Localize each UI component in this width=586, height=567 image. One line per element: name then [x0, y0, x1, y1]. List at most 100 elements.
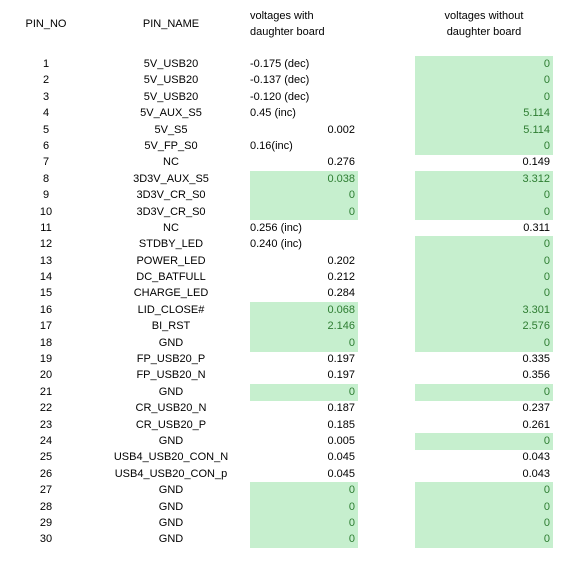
pin-name-cell: CR_USB20_P: [135, 418, 207, 431]
voltage-with-value: 0.45 (inc): [250, 107, 296, 120]
voltage-with-value: 0: [348, 533, 355, 546]
voltage-with-value: 0.197: [327, 369, 355, 382]
header-voltages-without: voltages without daughter board: [415, 8, 553, 40]
table-row: 19 FP_USB20_P 0.197 0.335: [0, 351, 586, 367]
voltage-without-value: 5.114: [523, 123, 550, 136]
voltage-with-cell: 0: [250, 498, 358, 516]
voltage-with-cell: 0.038: [250, 170, 358, 188]
voltage-with-cell: 0: [250, 203, 358, 221]
table-row: 9 3D3V_CR_S0 0 0: [0, 187, 586, 205]
pin-no-cell: 2: [42, 74, 50, 87]
table-row: 30 GND 0 0: [0, 531, 586, 549]
table-row: 26 USB4_USB20_CON_p 0.045 0.043: [0, 466, 586, 482]
voltage-without-value: 0: [543, 516, 550, 529]
voltage-with-cell: 0.002: [250, 122, 358, 138]
pin-no-cell: 22: [39, 402, 53, 415]
voltage-with-value: 0: [348, 336, 355, 349]
voltage-without-cell: 0.356: [415, 367, 553, 383]
table-row: 27 GND 0 0: [0, 482, 586, 500]
voltage-without-value: 0: [543, 74, 550, 87]
pin-no-cell: 23: [39, 418, 53, 431]
voltage-without-cell: 5.114: [415, 105, 553, 123]
pin-name-cell: NC: [163, 221, 179, 234]
voltage-with-value: -0.120 (dec): [250, 90, 310, 103]
header-voltages-without-line1: voltages without: [444, 10, 524, 22]
pin-name-cell: 3D3V_CR_S0: [136, 189, 206, 202]
voltage-with-cell: 0.197: [250, 367, 358, 383]
pin-no-cell: 27: [39, 484, 53, 497]
pin-no-cell: 13: [39, 254, 53, 267]
voltage-without-cell: 0: [415, 498, 553, 516]
voltage-with-cell: -0.120 (dec): [250, 89, 358, 105]
voltage-without-cell: 2.576: [415, 318, 553, 336]
voltage-with-cell: 0: [250, 531, 358, 549]
pin-no-cell: 14: [39, 271, 53, 284]
voltage-without-cell: 0: [415, 269, 553, 286]
pin-name-cell: BI_RST: [151, 320, 191, 333]
voltage-with-value: 0: [348, 385, 355, 398]
pin-name-cell: FP_USB20_P: [136, 353, 206, 366]
voltage-without-cell: 0: [415, 88, 553, 106]
pin-name-cell: 5V_USB20: [143, 90, 199, 103]
voltage-without-value: 0: [543, 434, 550, 447]
pin-name-cell: CHARGE_LED: [133, 287, 209, 300]
pin-no-cell: 17: [39, 320, 53, 333]
table-row: 20 FP_USB20_N 0.197 0.356: [0, 367, 586, 383]
pin-no-cell: 5: [42, 123, 50, 136]
pin-no-cell: 15: [39, 287, 53, 300]
voltage-with-value: 0: [348, 189, 355, 202]
voltage-with-value: 0: [348, 205, 355, 218]
voltage-with-value: 0: [348, 516, 355, 529]
voltage-without-cell: 0: [415, 482, 553, 500]
pin-no-cell: 4: [42, 107, 50, 120]
pin-no-cell: 21: [39, 385, 53, 398]
voltage-without-cell: 0: [415, 383, 553, 401]
voltage-without-cell: 0: [415, 236, 553, 254]
pin-name-cell: 5V_USB20: [143, 74, 199, 87]
voltage-with-value: 0.240 (inc): [250, 238, 302, 251]
voltage-without-value: 0: [543, 139, 550, 152]
table-row: 23 CR_USB20_P 0.185 0.261: [0, 417, 586, 433]
voltage-with-value: 0.197: [327, 353, 355, 366]
voltage-with-value: 0.256 (inc): [250, 221, 302, 234]
voltage-with-value: 0.187: [327, 402, 355, 415]
table-row: 15 CHARGE_LED 0.284 0: [0, 285, 586, 303]
voltage-without-cell: 0: [415, 285, 553, 303]
voltage-without-cell: 0: [415, 531, 553, 549]
voltage-with-cell: 0.45 (inc): [250, 105, 358, 121]
voltage-without-cell: 0: [415, 137, 553, 155]
header-voltages-without-line2: daughter board: [446, 26, 522, 38]
pin-no-cell: 8: [42, 172, 50, 185]
pin-name-cell: 5V_USB20: [143, 58, 199, 70]
pin-name-cell: GND: [158, 533, 184, 546]
pin-no-cell: 20: [39, 369, 53, 382]
voltage-without-value: 3.312: [522, 172, 550, 185]
header-voltages-with-line1: voltages with: [250, 10, 314, 22]
table-row: 4 5V_AUX_S5 0.45 (inc) 5.114: [0, 105, 586, 123]
voltage-with-cell: 0: [250, 187, 358, 205]
pin-no-cell: 6: [42, 139, 50, 152]
voltage-with-cell: 0: [250, 514, 358, 532]
table-row: 13 POWER_LED 0.202 0: [0, 252, 586, 270]
voltage-without-cell: 0: [415, 514, 553, 532]
voltage-with-cell: 0.256 (inc): [250, 220, 358, 236]
table-row: 22 CR_USB20_N 0.187 0.237: [0, 400, 586, 416]
pin-no-cell: 3: [42, 90, 50, 103]
table-row: 16 LID_CLOSE# 0.068 3.301: [0, 301, 586, 319]
voltage-without-cell: 0.311: [415, 220, 553, 236]
voltage-without-cell: 0: [415, 203, 553, 221]
voltage-with-cell: 0.16(inc): [250, 138, 358, 154]
voltage-with-cell: 0: [250, 383, 358, 401]
voltage-with-cell: 0.212: [250, 269, 358, 285]
pin-name-cell: LID_CLOSE#: [137, 303, 205, 316]
pin-no-cell: 28: [39, 500, 53, 513]
pin-name-cell: USB4_USB20_CON_p: [114, 467, 228, 480]
pin-no-cell: 16: [39, 303, 53, 316]
voltage-without-cell: 0: [415, 72, 553, 90]
pin-name-cell: NC: [163, 156, 179, 169]
voltage-with-value: -0.137 (dec): [250, 74, 310, 87]
header-pin-no: PIN_NO: [25, 18, 67, 30]
voltage-with-value: 0.068: [327, 303, 355, 316]
voltage-without-cell: 0.261: [415, 417, 553, 433]
pin-name-cell: GND: [158, 516, 184, 529]
